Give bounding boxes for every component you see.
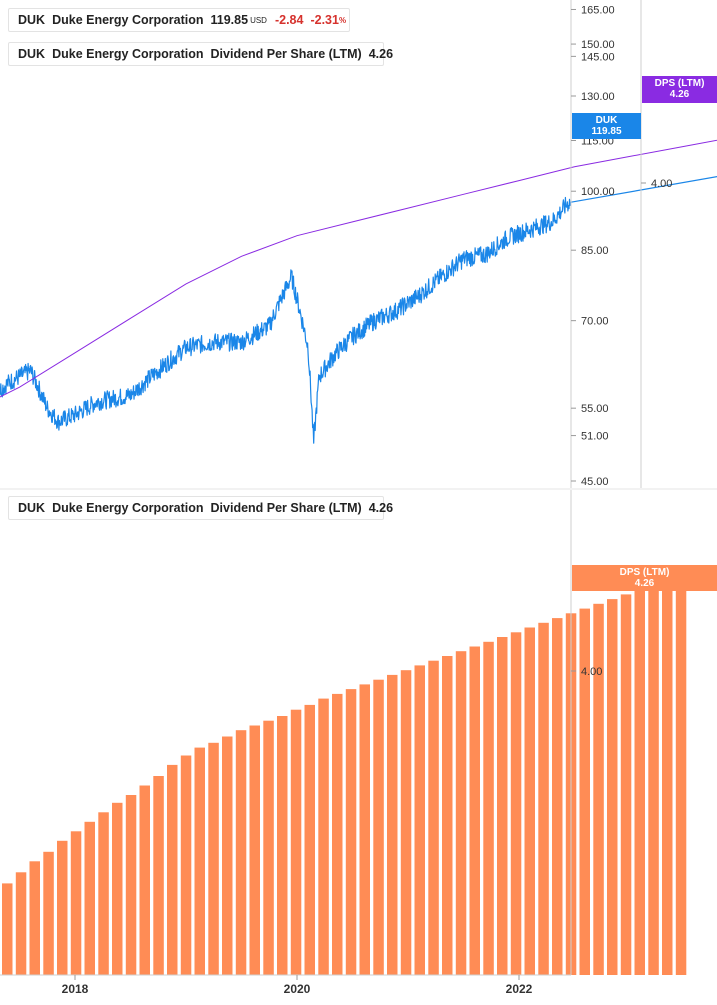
dps-bar — [593, 603, 604, 975]
dps-bar — [579, 608, 590, 975]
x-tick-label: 2018 — [62, 982, 89, 996]
dps-bar — [620, 594, 632, 975]
bottom-dps-tag-value: 4.26 — [634, 578, 655, 589]
dps-bar — [675, 577, 687, 975]
dps-bar — [400, 670, 412, 975]
dps-bar — [483, 641, 494, 975]
price-tick-label: 145.00 — [581, 51, 615, 63]
dps-bar — [345, 689, 357, 975]
dps-bar — [387, 674, 398, 975]
dps-bar — [153, 776, 164, 975]
dps-bar — [277, 716, 288, 975]
dps-tick-label: 4.00 — [651, 178, 672, 190]
legend-company: Duke Energy Corporation — [52, 47, 204, 61]
bottom-tick-label: 4.00 — [581, 666, 602, 678]
legend-currency: USD — [250, 15, 267, 25]
price-plot — [0, 139, 717, 444]
legend-value: 4.26 — [368, 501, 394, 515]
legend-pct-sign: % — [338, 15, 347, 25]
dps-bar — [332, 693, 343, 975]
dps-tag-value: 4.26 — [669, 89, 690, 100]
price-axis: 165.00150.00145.00130.00115.00100.0085.0… — [0, 0, 717, 490]
dps-bar — [607, 599, 618, 975]
dps-bar — [222, 736, 233, 975]
price-tick-label: 100.00 — [581, 186, 615, 198]
legend-metric: Dividend Per Share (LTM) — [210, 501, 362, 515]
dps-bar — [84, 821, 95, 975]
dps-bar — [469, 646, 480, 975]
dps-bar — [139, 785, 150, 975]
legend-ticker: DUK — [18, 47, 46, 61]
dps-bar — [98, 812, 109, 975]
dps-bar — [194, 747, 205, 975]
dps-bar — [497, 637, 508, 975]
dps-bar — [455, 651, 467, 975]
dps-bar — [208, 742, 219, 975]
dps-bar — [249, 725, 260, 975]
dps-bar — [510, 632, 522, 975]
dps-bar — [112, 802, 123, 975]
price-tick-label: 51.00 — [581, 431, 609, 443]
dividend-bar-plot — [2, 577, 687, 975]
price-tick-label: 150.00 — [581, 39, 615, 51]
dps-bar — [2, 883, 13, 975]
price-tick-label: 45.00 — [581, 476, 609, 488]
dps-line — [0, 139, 717, 398]
dps-bar — [648, 584, 659, 975]
legend-change-pct: -2.31 — [310, 13, 339, 27]
price-legend[interactable]: DUK Duke Energy Corporation 119.85 USD -… — [8, 8, 350, 32]
dps-bar — [552, 618, 563, 975]
legend-company: Duke Energy Corporation — [52, 13, 204, 27]
dps-bar — [43, 851, 54, 975]
dps-bar — [15, 872, 27, 975]
dps-bar — [373, 679, 384, 975]
price-tick-label: 130.00 — [581, 91, 615, 103]
x-tick-label: 2022 — [506, 982, 533, 996]
x-tick-label: 2020 — [284, 982, 311, 996]
price-tag-ticker: DUK — [595, 115, 618, 126]
price-tick-label: 85.00 — [581, 245, 609, 257]
x-axis: 20182020202220242026 — [0, 974, 571, 996]
dps-bar — [318, 698, 329, 975]
dps-bar — [263, 720, 274, 975]
dps-bar — [57, 840, 68, 975]
dps-bar — [125, 795, 137, 975]
legend-company: Duke Energy Corporation — [52, 501, 204, 515]
dps-bar — [290, 709, 302, 975]
price-tick-label: 165.00 — [581, 4, 615, 16]
dps-bar — [359, 684, 370, 975]
dps-bar — [524, 627, 535, 975]
legend-ticker: DUK — [18, 501, 46, 515]
dps-bar — [428, 660, 439, 975]
legend-price: 119.85 — [210, 13, 249, 27]
dps-bar — [29, 861, 40, 975]
dps-bar — [167, 764, 178, 975]
price-tick-label: 55.00 — [581, 403, 609, 415]
dps-bar — [414, 665, 425, 975]
dps-bar — [538, 622, 549, 975]
legend-ticker: DUK — [18, 13, 46, 27]
dps-bar — [634, 589, 645, 975]
bottom-dps-tag-label: DPS (LTM) — [619, 567, 670, 578]
dps-bar — [662, 580, 673, 975]
legend-metric: Dividend Per Share (LTM) — [210, 47, 362, 61]
dps-bar — [180, 755, 192, 975]
dps-bar — [70, 831, 82, 975]
dps-bar — [304, 704, 315, 975]
dps-bar — [235, 730, 247, 975]
dps-bar — [442, 656, 453, 975]
dps-legend[interactable]: DUK Duke Energy Corporation Dividend Per… — [8, 42, 393, 66]
dps-tag-label: DPS (LTM) — [654, 78, 705, 89]
price-tag-value: 119.85 — [591, 126, 622, 137]
legend-change: -2.84 — [274, 13, 304, 27]
price-tick-label: 70.00 — [581, 316, 609, 328]
dps-tag: DPS (LTM) 4.26 — [642, 76, 717, 103]
dividend-axis: 4.00 — [570, 490, 602, 975]
legend-value: 4.26 — [368, 47, 394, 61]
bottom-dps-tag: DPS (LTM) 4.26 — [572, 565, 717, 591]
price-tag: DUK 119.85 — [572, 113, 641, 139]
bottom-dps-legend[interactable]: DUK Duke Energy Corporation Dividend Per… — [8, 496, 393, 520]
price-line — [0, 176, 717, 444]
